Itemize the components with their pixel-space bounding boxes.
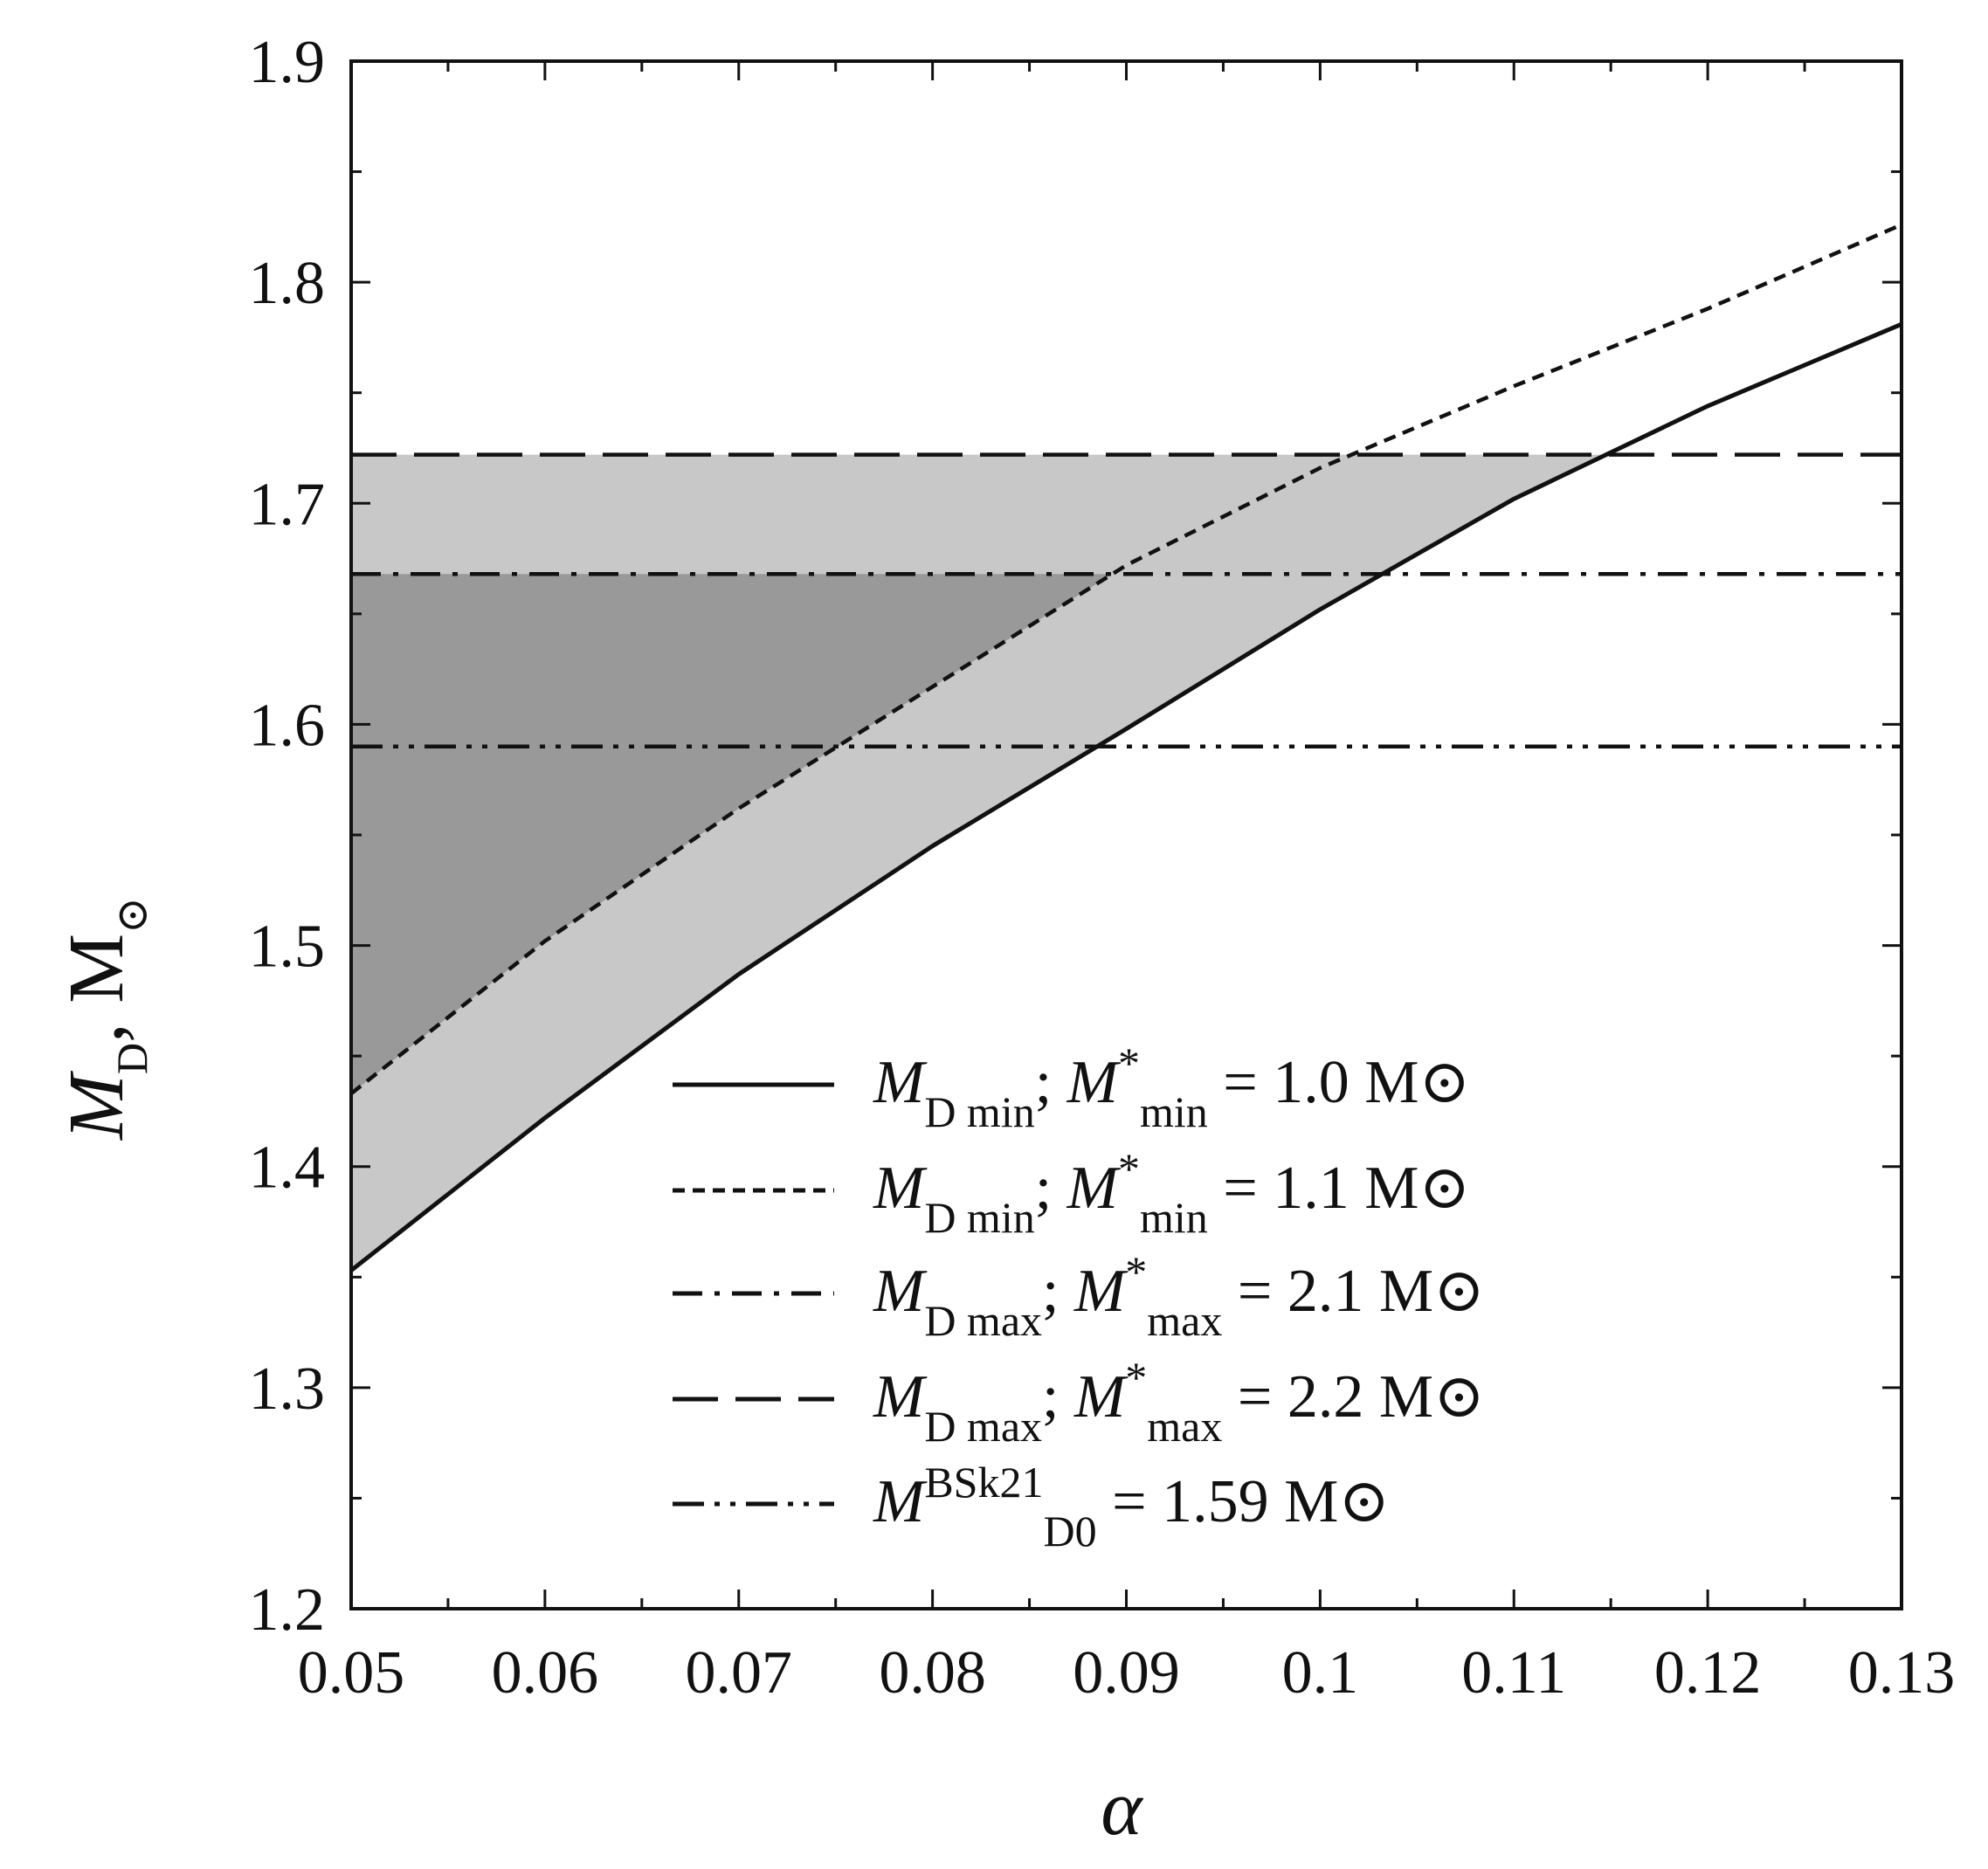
y-axis-symbol: M: [53, 1070, 140, 1141]
legend-subscript: D0: [1043, 1507, 1096, 1555]
legend-label-mdmin_10: MD min; M*min = 1.0 M⊙: [873, 1038, 1470, 1136]
legend-superscript: *: [1125, 1353, 1147, 1402]
legend-subscript: D min: [924, 1193, 1034, 1242]
legend-symbol: M: [873, 1468, 928, 1535]
legend-superscript: BSk21: [924, 1458, 1043, 1507]
legend-label-mdmin_11: MD min; M*min = 1.1 M⊙: [873, 1144, 1470, 1242]
shaded-regions: [351, 454, 1604, 1271]
y-tick-label: 1.2: [249, 1576, 326, 1644]
legend-symbol: M: [873, 1363, 928, 1431]
y-tick-labels: 1.2 1.3 1.4 1.5 1.6 1.7 1.8 1.9: [249, 29, 326, 1644]
axis-ticks: [349, 59, 1903, 1610]
legend-subscript-2: max: [1147, 1402, 1222, 1451]
x-tick-label: 0.12: [1654, 1639, 1762, 1707]
legend-separator: ;: [1042, 1258, 1074, 1325]
y-tick-label: 1.3: [249, 1355, 326, 1423]
series-line-mdmin_11: [349, 223, 1902, 1095]
legend-symbol: M: [873, 1049, 928, 1116]
y-tick-label: 1.4: [249, 1135, 326, 1202]
legend-subscript: D min: [924, 1087, 1034, 1136]
legend-symbol: M: [873, 1258, 928, 1325]
x-tick-labels: 0.05 0.06 0.07 0.08 0.09 0.1 0.11 0.12 0.13: [298, 1639, 1956, 1707]
legend-entry-mdmax_21: MD max; M*max = 2.1 M⊙: [673, 1247, 1485, 1345]
legend-value: = 2.2 M⊙: [1222, 1363, 1484, 1431]
legend-separator: ;: [1035, 1049, 1067, 1116]
x-tick-label: 0.09: [1073, 1639, 1180, 1707]
legend-entry-mdmax_22: MD max; M*max = 2.2 M⊙: [673, 1353, 1485, 1451]
legend-entry-md0_bsk21: MBSk21D0 = 1.59 M⊙: [673, 1458, 1390, 1555]
legend-entry-mdmin_11: MD min; M*min = 1.1 M⊙: [673, 1144, 1470, 1242]
y-axis-title: MD, M⊙: [53, 897, 156, 1141]
y-tick-label: 1.5: [249, 914, 326, 981]
x-tick-label: 0.13: [1848, 1639, 1956, 1707]
legend-symbol-2: M: [1066, 1155, 1122, 1222]
legend-subscript-2: min: [1140, 1087, 1208, 1136]
series-line-mdmin_10: [349, 321, 1902, 1272]
legend-label-mdmax_22: MD max; M*max = 2.2 M⊙: [873, 1353, 1485, 1451]
x-tick-label: 0.06: [492, 1639, 599, 1707]
x-tick-label: 0.07: [686, 1639, 793, 1707]
legend-symbol-2: M: [1073, 1258, 1129, 1325]
x-tick-label: 0.05: [298, 1639, 405, 1707]
legend-symbol-2: M: [1073, 1363, 1129, 1431]
x-tick-label: 0.1: [1282, 1639, 1359, 1707]
y-axis-unit: , M: [53, 934, 140, 1043]
legend-superscript: *: [1125, 1247, 1147, 1296]
legend: MD min; M*min = 1.0 M⊙MD min; M*min = 1.…: [673, 1038, 1485, 1555]
y-tick-label: 1.6: [249, 692, 326, 759]
y-tick-label: 1.7: [249, 471, 326, 538]
legend-subscript-2: min: [1140, 1193, 1208, 1242]
legend-superscript: *: [1118, 1144, 1140, 1193]
legend-subscript: D max: [924, 1402, 1042, 1451]
region-dark-band: [351, 574, 1111, 1094]
legend-value: = 1.1 M⊙: [1208, 1155, 1470, 1222]
legend-value: = 2.1 M⊙: [1222, 1258, 1484, 1325]
x-tick-label: 0.08: [879, 1639, 986, 1707]
legend-symbol-2: M: [1066, 1049, 1122, 1116]
legend-subscript: D max: [924, 1296, 1042, 1345]
series-lines: [349, 223, 1902, 1272]
x-axis-title: α: [1101, 1765, 1143, 1852]
legend-separator: ;: [1035, 1155, 1067, 1222]
legend-value: = 1.0 M⊙: [1208, 1049, 1470, 1116]
legend-separator: ;: [1042, 1363, 1074, 1431]
legend-label-md0_bsk21: MBSk21D0 = 1.59 M⊙: [873, 1458, 1390, 1555]
legend-label-mdmax_21: MD max; M*max = 2.1 M⊙: [873, 1247, 1485, 1345]
legend-superscript: *: [1118, 1038, 1140, 1087]
legend-symbol: M: [873, 1155, 928, 1222]
y-axis-unit-symbol: ⊙: [107, 897, 156, 934]
x-tick-label: 0.11: [1461, 1639, 1566, 1707]
y-tick-label: 1.9: [249, 29, 326, 96]
legend-subscript-2: max: [1147, 1296, 1222, 1345]
legend-entry-mdmin_10: MD min; M*min = 1.0 M⊙: [673, 1038, 1470, 1136]
y-axis-subscript: D: [107, 1043, 156, 1074]
y-tick-label: 1.8: [249, 250, 326, 317]
legend-value: = 1.59 M⊙: [1097, 1468, 1390, 1535]
